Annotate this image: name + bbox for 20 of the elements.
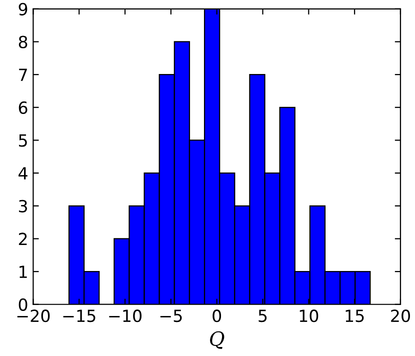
y-tick-label: 4	[18, 167, 28, 180]
x-tick-label: 0	[212, 310, 222, 322]
y-tick-label: 6	[18, 101, 28, 114]
x-tick-label: 20	[391, 310, 410, 322]
x-tick-label: 15	[346, 310, 364, 322]
y-tick-label: 9	[18, 2, 28, 16]
y-tick-label: 5	[19, 134, 27, 147]
x-tick-label: 10	[300, 310, 318, 322]
y-tick-label: 7	[19, 68, 27, 81]
x-tick-label: −5	[160, 310, 182, 322]
x-tick-label: 5	[258, 310, 267, 322]
x-axis-title: Q	[210, 331, 224, 349]
x-tick-label: −20	[17, 310, 50, 322]
y-tick-label: 3	[19, 200, 28, 212]
y-tick-label: 1	[20, 266, 27, 278]
x-tick-label: −15	[63, 310, 96, 322]
y-tick-label: 0	[18, 298, 28, 311]
y-tick-label: 8	[18, 36, 28, 48]
x-tick-label: −10	[109, 310, 142, 322]
y-tick-label: 2	[18, 232, 27, 246]
